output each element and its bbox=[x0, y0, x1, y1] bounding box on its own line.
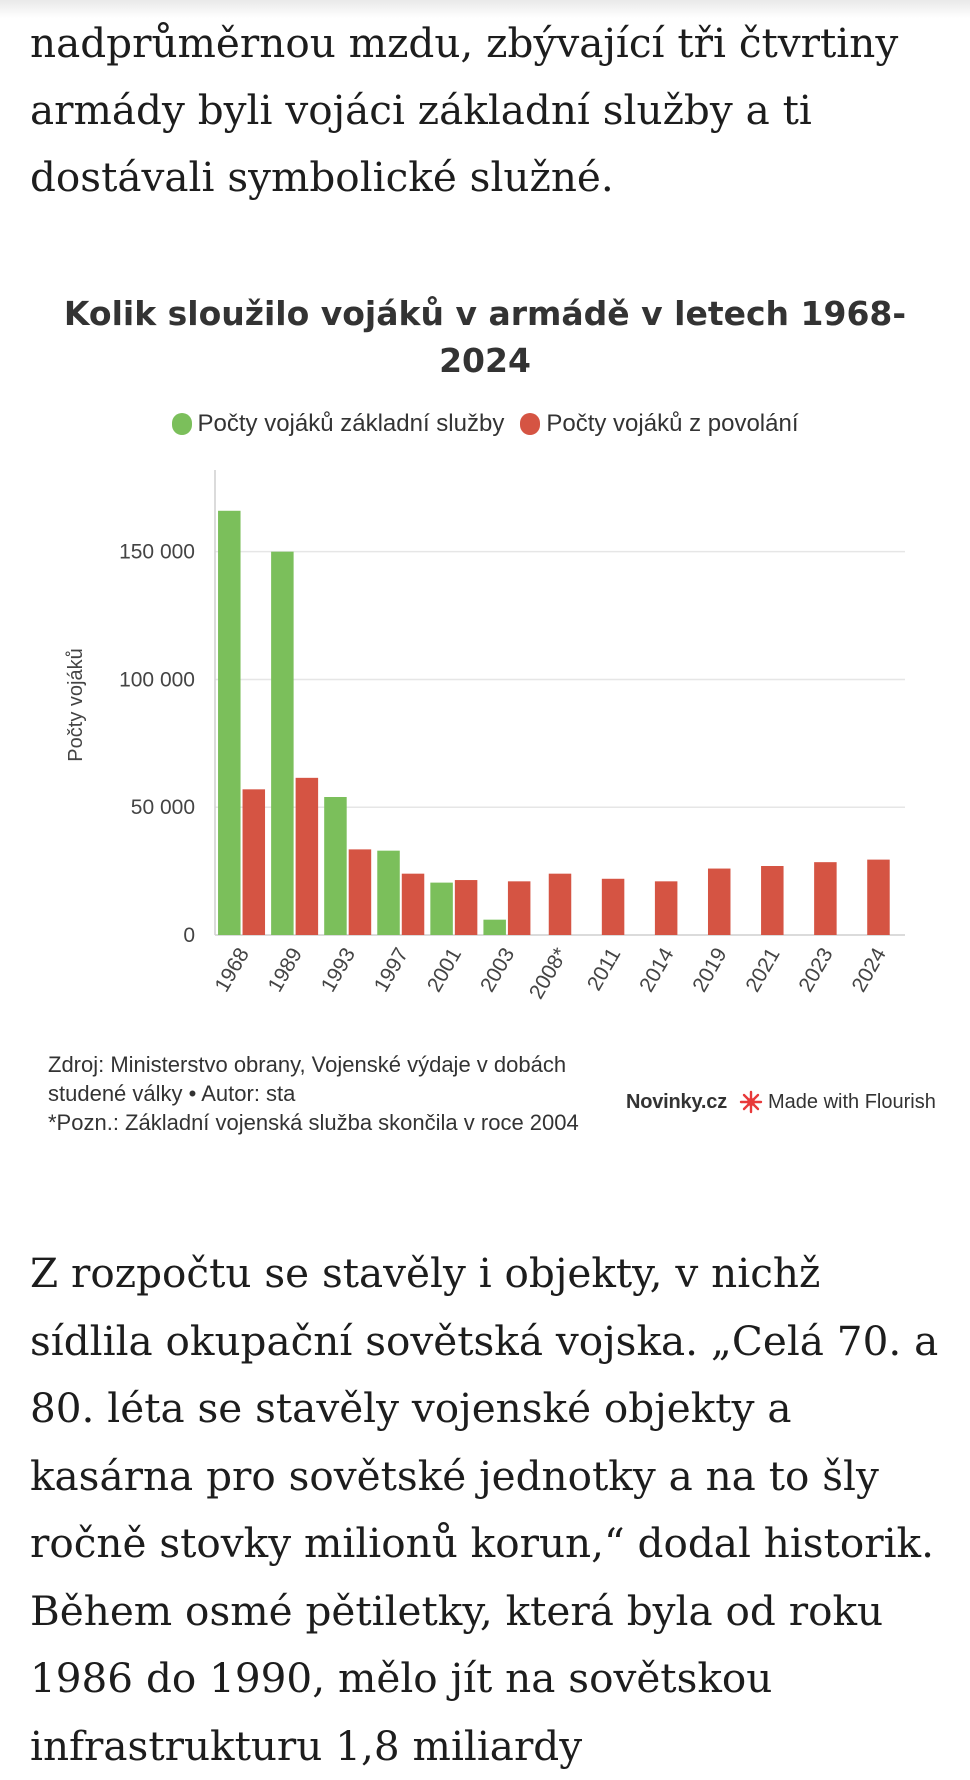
x-tick-label: 2021 bbox=[741, 944, 784, 996]
x-tick-label: 2023 bbox=[794, 944, 837, 996]
article-paragraph-bottom: Z rozpočtu se stavěly i objekty, v nichž… bbox=[30, 1249, 939, 1770]
bar-professionals-2021 bbox=[761, 866, 784, 935]
chart-title: Kolik sloužilo vojáků v armádě v letech … bbox=[63, 294, 907, 380]
x-tick-label: 1989 bbox=[264, 944, 307, 996]
x-tick-label: 1997 bbox=[370, 944, 413, 996]
bar-professionals-1989 bbox=[295, 777, 319, 935]
source-line: Zdroj: Ministerstvo obrany, Vojenské výd… bbox=[48, 1052, 567, 1106]
legend-swatch-conscripts bbox=[171, 413, 192, 435]
bar-conscripts-2003 bbox=[483, 919, 506, 935]
y-axis-title: Počty vojáků bbox=[65, 648, 87, 761]
bar-professionals-2011 bbox=[601, 878, 625, 935]
x-tick-label: 1968 bbox=[211, 944, 254, 996]
flourish-credit[interactable]: Made with Flourish bbox=[739, 1090, 936, 1114]
bar-professionals-2019 bbox=[707, 868, 731, 935]
flourish-label: Made with Flourish bbox=[768, 1090, 936, 1113]
chart-source: Zdroj: Ministerstvo obrany, Vojenské výd… bbox=[48, 1050, 618, 1137]
flourish-icon bbox=[739, 1090, 763, 1114]
x-tick-label: 2003 bbox=[476, 944, 519, 996]
bar-professionals-1968 bbox=[242, 789, 266, 935]
chart-legend: Počty vojáků základní služby Počty voják… bbox=[0, 410, 970, 438]
bar-professionals-1997 bbox=[401, 873, 425, 935]
bar-conscripts-1997 bbox=[377, 850, 400, 935]
bar-professionals-2008* bbox=[548, 873, 572, 935]
bar-professionals-2023 bbox=[814, 862, 837, 935]
legend-label-professionals: Počty vojáků z povolání bbox=[546, 410, 799, 437]
bar-professionals-1993 bbox=[348, 849, 372, 935]
bar-professionals-2001 bbox=[454, 880, 478, 935]
x-tick-label: 2011 bbox=[583, 944, 626, 995]
bar-conscripts-1989 bbox=[271, 551, 294, 935]
y-tick-label: 150 000 bbox=[119, 541, 195, 564]
source-note: *Pozn.: Základní vojenská služba skončil… bbox=[48, 1110, 579, 1135]
bar-conscripts-1968 bbox=[218, 510, 241, 935]
chart-branding: Novinky.cz Made with Flourish bbox=[626, 1090, 936, 1114]
top-fade bbox=[0, 0, 970, 18]
y-tick-label: 0 bbox=[183, 924, 195, 947]
legend-item-professionals[interactable]: Počty vojáků z povolání bbox=[520, 410, 798, 438]
y-tick-label: 100 000 bbox=[119, 668, 195, 691]
bar-conscripts-1993 bbox=[324, 797, 347, 935]
x-tick-label: 1993 bbox=[317, 944, 360, 996]
bar-chart: 0 50 000 100 000 150 000 Počty vojáků 1968 198… bbox=[65, 470, 905, 1003]
legend-swatch-professionals bbox=[520, 413, 541, 435]
bar-professionals-2003 bbox=[507, 881, 531, 935]
bar-conscripts-2001 bbox=[430, 882, 453, 935]
x-tick-label: 2001 bbox=[423, 944, 466, 996]
y-tick-label: 50 000 bbox=[131, 796, 195, 819]
x-tick-label: 2014 bbox=[635, 944, 678, 996]
legend-label-conscripts: Počty vojáků základní služby bbox=[197, 410, 505, 437]
x-tick-label: 2019 bbox=[688, 944, 731, 996]
bar-professionals-2014 bbox=[654, 881, 678, 935]
novinky-logo[interactable]: Novinky.cz bbox=[626, 1090, 727, 1113]
x-tick-label: 2008* bbox=[525, 944, 572, 1003]
bar-professionals-2024 bbox=[867, 859, 890, 935]
x-tick-label: 2024 bbox=[848, 944, 891, 996]
article-paragraph-top: nadprůměrnou mzdu, zbývající tři čtvrtin… bbox=[30, 19, 899, 201]
legend-item-conscripts[interactable]: Počty vojáků základní služby bbox=[171, 410, 505, 438]
